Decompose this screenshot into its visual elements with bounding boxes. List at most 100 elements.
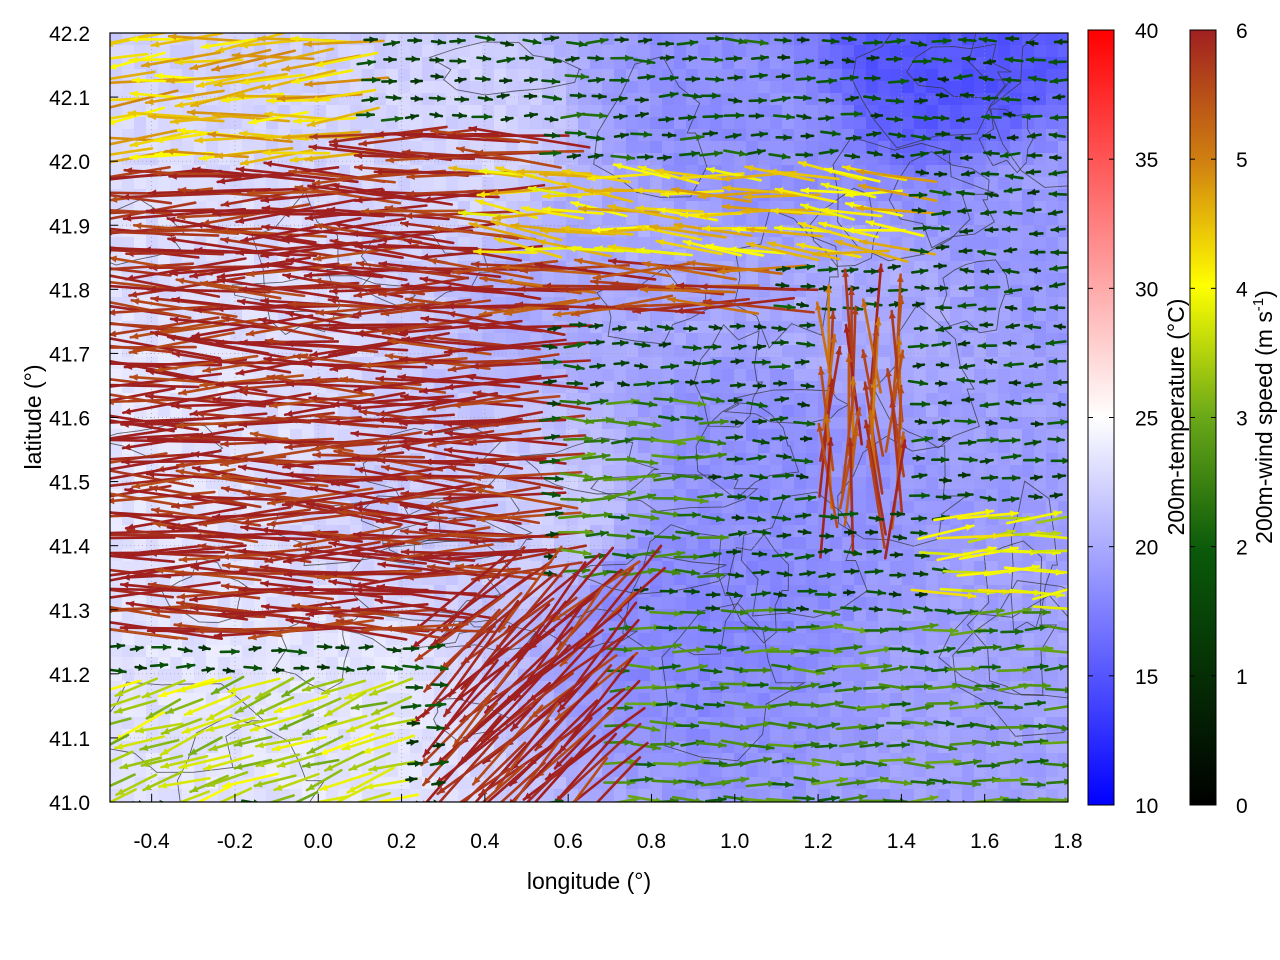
heatmap-cell (638, 633, 651, 646)
heatmap-cell (626, 321, 639, 334)
heatmap-cell (782, 441, 795, 454)
heatmap-cell (350, 333, 363, 346)
heatmap-cell (602, 321, 615, 334)
heatmap-cell (554, 273, 567, 286)
heatmap-cell (830, 633, 843, 646)
heatmap-cell (962, 501, 975, 514)
heatmap-cell (782, 369, 795, 382)
heatmap-cell (434, 81, 447, 94)
heatmap-cell (122, 537, 135, 550)
heatmap-cell (770, 561, 783, 574)
heatmap-cell (950, 285, 963, 298)
heatmap-cell (518, 441, 531, 454)
heatmap-cell (806, 441, 819, 454)
heatmap-cell (578, 369, 591, 382)
heatmap-cell (962, 729, 975, 742)
heatmap-cell (878, 729, 891, 742)
heatmap-cell (830, 273, 843, 286)
heatmap-cell (794, 801, 807, 802)
heatmap-cell (674, 333, 687, 346)
heatmap-cell (962, 345, 975, 358)
heatmap-cell (746, 597, 759, 610)
heatmap-cell (602, 309, 615, 322)
heatmap-cell (818, 729, 831, 742)
heatmap-cell (974, 81, 987, 94)
heatmap-cell (434, 141, 447, 154)
heatmap-cell (542, 465, 555, 478)
heatmap-cell (290, 141, 303, 154)
heatmap-cell (206, 657, 219, 670)
heatmap-cell (842, 681, 855, 694)
heatmap-cell (986, 45, 999, 58)
heatmap-cell (830, 261, 843, 274)
heatmap-cell (422, 81, 435, 94)
heatmap-cell (590, 213, 603, 226)
heatmap-cell (602, 357, 615, 370)
heatmap-cell (854, 69, 867, 82)
heatmap-cell (374, 81, 387, 94)
heatmap-cell (998, 405, 1011, 418)
heatmap-cell (722, 801, 735, 802)
heatmap-cell (674, 705, 687, 718)
heatmap-cell (314, 105, 327, 118)
heatmap-cell (830, 729, 843, 742)
heatmap-cell (290, 693, 303, 706)
heatmap-cell (854, 117, 867, 130)
heatmap-cell (1022, 225, 1035, 238)
heatmap-cell (974, 273, 987, 286)
heatmap-cell (350, 93, 363, 106)
heatmap-cell (926, 465, 939, 478)
heatmap-cell (794, 441, 807, 454)
heatmap-cell (554, 405, 567, 418)
heatmap-cell (398, 177, 411, 190)
heatmap-cell (650, 705, 663, 718)
heatmap-cell (722, 429, 735, 442)
plot-area (109, 32, 1069, 803)
heatmap-cell (470, 177, 483, 190)
heatmap-cell (1022, 537, 1035, 550)
heatmap-cell (842, 741, 855, 754)
heatmap-cell (830, 561, 843, 574)
heatmap-cell (278, 177, 291, 190)
heatmap-cell (698, 141, 711, 154)
heatmap-cell (614, 405, 627, 418)
heatmap-cell (722, 153, 735, 166)
heatmap-cell (182, 177, 195, 190)
heatmap-cell (206, 729, 219, 742)
heatmap-cell (806, 801, 819, 802)
heatmap-cell (1010, 405, 1023, 418)
heatmap-cell (134, 765, 147, 778)
heatmap-cell (242, 141, 255, 154)
heatmap-cell (842, 765, 855, 778)
heatmap-cell (770, 657, 783, 670)
heatmap-cell (614, 465, 627, 478)
heatmap-cell (290, 657, 303, 670)
heatmap-cell (962, 309, 975, 322)
heatmap-cell (962, 81, 975, 94)
heatmap-cell (902, 357, 915, 370)
heatmap-cell (554, 801, 567, 802)
heatmap-cell (710, 705, 723, 718)
heatmap-cell (974, 213, 987, 226)
heatmap-cell (518, 81, 531, 94)
heatmap-cell (950, 765, 963, 778)
heatmap-cell (302, 429, 315, 442)
heatmap-cell (566, 513, 579, 526)
heatmap-cell (602, 213, 615, 226)
heatmap-cell (914, 801, 927, 802)
heatmap-cell (170, 441, 183, 454)
heatmap-cell (926, 33, 939, 46)
heatmap-cell (158, 801, 171, 802)
heatmap-cell (638, 369, 651, 382)
heatmap-cell (410, 693, 423, 706)
heatmap-cell (362, 801, 375, 802)
heatmap-cell (374, 45, 387, 58)
heatmap-cell (122, 501, 135, 514)
heatmap-cell (890, 45, 903, 58)
heatmap-cell (134, 177, 147, 190)
heatmap-cell (950, 597, 963, 610)
heatmap-cell (650, 93, 663, 106)
heatmap-cell (986, 441, 999, 454)
heatmap-cell (650, 609, 663, 622)
heatmap-cell (770, 285, 783, 298)
